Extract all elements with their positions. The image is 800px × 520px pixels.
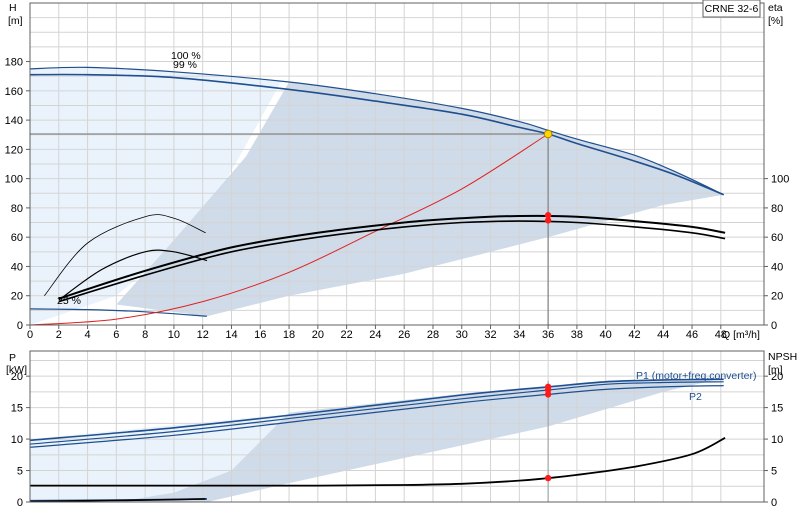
speed-99-label: 99 % bbox=[173, 59, 197, 71]
power-axis-symbol: P bbox=[9, 352, 16, 364]
x-tick-label: 20 bbox=[312, 329, 324, 341]
top-light-area bbox=[30, 67, 282, 326]
eta-tick-label: 0 bbox=[771, 320, 777, 332]
eta-axis-symbol: eta bbox=[768, 2, 783, 14]
x-tick-label: 36 bbox=[542, 329, 554, 341]
eta-tick-label: 100 bbox=[771, 174, 789, 186]
efficiency-marker bbox=[544, 212, 552, 219]
head-tick-label: 20 bbox=[11, 291, 23, 303]
npsh-axis-symbol: NPSH bbox=[768, 351, 797, 363]
x-tick-label: 42 bbox=[628, 329, 640, 341]
npsh-tick-label: 10 bbox=[771, 434, 783, 446]
top-curve-2 bbox=[29, 308, 208, 317]
x-tick-label: 16 bbox=[254, 329, 266, 341]
top-curve-6 bbox=[44, 214, 206, 296]
bottom-light-area bbox=[30, 413, 290, 502]
curves-layer bbox=[29, 66, 726, 503]
x-tick-label: 40 bbox=[600, 329, 612, 341]
eta-tick-label: 80 bbox=[771, 203, 783, 215]
x-tick-label: 26 bbox=[398, 329, 410, 341]
power-marker bbox=[544, 474, 552, 482]
x-tick-label: 22 bbox=[341, 329, 353, 341]
npsh-axis-unit: [m] bbox=[768, 364, 783, 376]
x-tick-label: 2 bbox=[56, 329, 62, 341]
top-curve-0 bbox=[29, 66, 724, 196]
bottom-plot-frame bbox=[29, 350, 765, 503]
head-tick-label: 180 bbox=[5, 57, 23, 69]
bottom-curve-2 bbox=[29, 385, 724, 448]
x-tick-label: 48 bbox=[715, 329, 727, 341]
npsh-tick-label: 20 bbox=[771, 371, 783, 383]
top-curve-1 bbox=[29, 73, 724, 196]
power-marker bbox=[544, 386, 552, 394]
efficiency-marker bbox=[544, 217, 552, 224]
eta-tick-label: 20 bbox=[771, 291, 783, 303]
head-axis-symbol: H bbox=[9, 2, 17, 14]
bottom-curve-5 bbox=[29, 498, 206, 503]
speed-100-label: 100 % bbox=[171, 50, 201, 62]
top-curve-5 bbox=[58, 220, 726, 303]
x-tick-label: 18 bbox=[283, 329, 295, 341]
npsh-tick-label: 15 bbox=[771, 403, 783, 415]
power-tick-label: 10 bbox=[11, 434, 23, 446]
top-curve-4 bbox=[58, 214, 726, 300]
x-tick-label: 12 bbox=[197, 329, 209, 341]
npsh-tick-label: 0 bbox=[771, 497, 777, 509]
p1-series-label: P1 (motor+freq.converter) bbox=[636, 370, 757, 382]
head-axis-unit: [m] bbox=[8, 15, 23, 27]
head-tick-label: 40 bbox=[11, 261, 23, 273]
x-tick-label: 28 bbox=[427, 329, 439, 341]
flow-axis-label: Q [m³/h] bbox=[722, 329, 760, 341]
x-tick-label: 46 bbox=[686, 329, 698, 341]
head-tick-label: 100 bbox=[5, 174, 23, 186]
x-tick-label: 24 bbox=[369, 329, 381, 341]
x-tick-label: 8 bbox=[142, 329, 148, 341]
p2-series-label: P2 bbox=[689, 391, 702, 403]
top-curve-3 bbox=[29, 133, 549, 326]
x-tick-label: 44 bbox=[657, 329, 669, 341]
x-tick-label: 10 bbox=[168, 329, 180, 341]
duty-point-marker bbox=[543, 129, 553, 139]
power-marker bbox=[544, 391, 552, 398]
eta-tick-label: 60 bbox=[771, 232, 783, 244]
head-tick-label: 120 bbox=[5, 144, 23, 156]
bottom-curve-1 bbox=[29, 381, 724, 445]
x-tick-label: 30 bbox=[456, 329, 468, 341]
head-tick-label: 0 bbox=[17, 320, 23, 332]
model-label: CRNE 32-6 bbox=[705, 3, 759, 15]
x-tick-label: 34 bbox=[513, 329, 525, 341]
eta-tick-label: 40 bbox=[771, 261, 783, 273]
background-layer bbox=[30, 67, 724, 502]
x-tick-label: 4 bbox=[85, 329, 91, 341]
ticks-layer: 0 2 4 6 8 10 12 14 16 18 20 22 24 26 28 30 32 34 36 38 40 42 4… bbox=[5, 57, 790, 509]
x-tick-label: 6 bbox=[113, 329, 119, 341]
top-plot-frame bbox=[29, 2, 765, 326]
power-tick-label: 0 bbox=[17, 497, 23, 509]
x-tick-label: 0 bbox=[27, 329, 33, 341]
model-label-box bbox=[702, 0, 761, 18]
head-tick-label: 160 bbox=[5, 86, 23, 98]
top-curve-7 bbox=[58, 249, 208, 301]
x-tick-label: 38 bbox=[571, 329, 583, 341]
power-tick-label: 15 bbox=[11, 403, 23, 415]
speed-25-label: 25 % bbox=[57, 295, 81, 307]
power-tick-label: 20 bbox=[11, 371, 23, 383]
head-tick-label: 80 bbox=[11, 203, 23, 215]
bottom-curve-0 bbox=[29, 378, 724, 442]
x-tick-label: 32 bbox=[484, 329, 496, 341]
top-operating-area bbox=[116, 82, 724, 317]
bottom-curve-4 bbox=[29, 436, 726, 487]
markers-layer bbox=[543, 129, 553, 482]
power-axis-unit: [kW] bbox=[6, 364, 27, 376]
power-tick-label: 5 bbox=[17, 466, 23, 478]
head-tick-label: 140 bbox=[5, 115, 23, 127]
npsh-tick-label: 5 bbox=[771, 466, 777, 478]
x-tick-label: 14 bbox=[225, 329, 237, 341]
eta-axis-unit: [%] bbox=[768, 15, 783, 27]
head-tick-label: 60 bbox=[11, 232, 23, 244]
